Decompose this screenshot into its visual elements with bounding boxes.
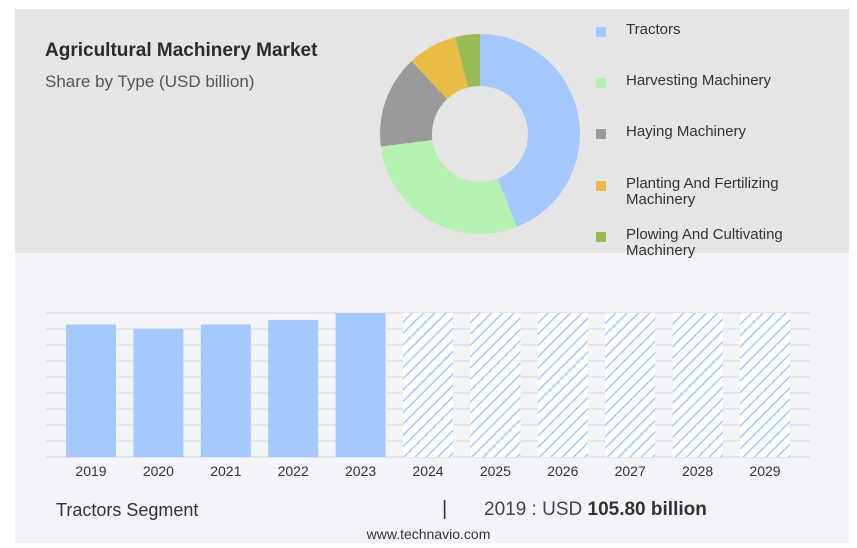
x-tick-label: 2027 — [615, 463, 646, 479]
legend-label: Tractors — [626, 21, 681, 38]
forecast-bar-2027 — [605, 313, 656, 457]
source-url: www.technavio.com — [366, 526, 491, 542]
x-tick-label: 2023 — [345, 463, 376, 479]
bar-2023 — [335, 313, 386, 457]
x-tick-label: 2029 — [749, 463, 780, 479]
x-tick-label: 2028 — [682, 463, 713, 479]
legend-swatch — [596, 78, 606, 88]
chart-subtitle: Share by Type (USD billion) — [45, 72, 255, 91]
donut-slice-4 — [455, 34, 480, 88]
forecast-bar-2025 — [470, 313, 521, 457]
x-tick-label: 2021 — [210, 463, 241, 479]
forecast-bar-2026 — [537, 313, 588, 457]
forecast-bar-2029 — [740, 313, 790, 457]
segment-label: Tractors Segment — [56, 500, 199, 520]
legend-label: Haying Machinery — [626, 123, 747, 140]
x-tick-label: 2019 — [75, 463, 106, 479]
bar-2021 — [200, 324, 251, 457]
footer-separator: | — [442, 498, 448, 520]
donut-slice-0 — [480, 34, 580, 227]
forecast-bar-2028 — [672, 313, 723, 457]
legend-swatch — [596, 181, 606, 191]
legend-item: Haying Machinery — [596, 124, 836, 140]
x-tick-label: 2020 — [143, 463, 174, 479]
x-tick-label: 2024 — [412, 463, 443, 479]
donut-chart — [380, 34, 580, 235]
legend-item: Plowing And Cultivating Machinery — [596, 227, 836, 259]
donut-slice-3 — [411, 37, 469, 100]
legend-item: Planting And Fertilizing Machinery — [596, 176, 836, 208]
bar-2022 — [268, 319, 319, 457]
donut-slice-2 — [380, 61, 448, 147]
segment-value: 2019 : USD 105.80 billion — [484, 499, 707, 521]
legend-swatch — [596, 129, 606, 139]
chart-title: Agricultural Machinery Market — [45, 40, 318, 61]
legend-label: Planting And Fertilizing Machinery — [626, 175, 779, 208]
legend-swatch — [596, 232, 606, 242]
value-prefix: 2019 : USD — [484, 499, 583, 520]
legend-item: Harvesting Machinery — [596, 73, 836, 89]
bar-2020 — [133, 328, 184, 457]
x-tick-label: 2025 — [480, 463, 511, 479]
legend-item: Tractors — [596, 22, 836, 38]
value-amount: 105.80 billion — [587, 499, 707, 520]
legend-label: Harvesting Machinery — [626, 72, 772, 89]
forecast-bar-2024 — [403, 313, 453, 457]
legend-swatch — [596, 27, 606, 37]
legend-label: Plowing And Cultivating Machinery — [626, 226, 783, 259]
bar-2019 — [66, 324, 116, 457]
x-tick-label: 2022 — [278, 463, 309, 479]
x-tick-label: 2026 — [547, 463, 578, 479]
donut-slice-1 — [380, 140, 517, 235]
